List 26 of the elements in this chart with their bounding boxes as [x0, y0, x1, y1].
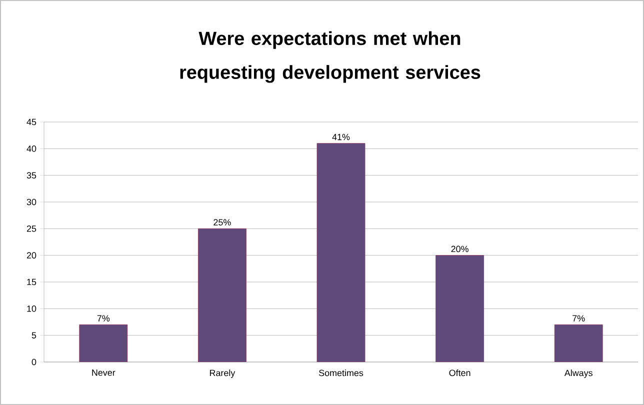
y-tick-label: 30: [26, 198, 36, 206]
bar: [198, 228, 246, 362]
x-tick-label: Often: [449, 370, 470, 376]
y-tick-label: 15: [27, 278, 36, 286]
y-tick-label: 10: [27, 305, 36, 312]
data-label: 7%: [572, 315, 585, 322]
y-tick-label: 5: [32, 332, 36, 338]
y-tick-label: 45: [26, 118, 36, 126]
x-tick-label: Always: [564, 370, 592, 378]
data-label: 41%: [332, 134, 350, 140]
x-tick-label: Sometimes: [318, 370, 364, 376]
y-tick-label: 0: [32, 358, 36, 366]
data-label: 20%: [451, 246, 468, 252]
y-tick-label: 35: [26, 172, 36, 179]
bar: [79, 324, 128, 362]
bar: [316, 143, 366, 362]
y-tick-label: 25: [26, 225, 36, 232]
bar: [554, 324, 603, 362]
bar: [436, 255, 484, 362]
y-tick-label: 20: [26, 252, 36, 259]
data-label: 25%: [214, 219, 231, 226]
x-tick-label: Rarely: [210, 370, 236, 378]
data-label: 7%: [97, 315, 110, 322]
y-tick-label: 40: [26, 145, 36, 152]
x-tick-label: Never: [92, 370, 116, 376]
chart-title: Were expectations met when requesting development services: [180, 31, 480, 83]
